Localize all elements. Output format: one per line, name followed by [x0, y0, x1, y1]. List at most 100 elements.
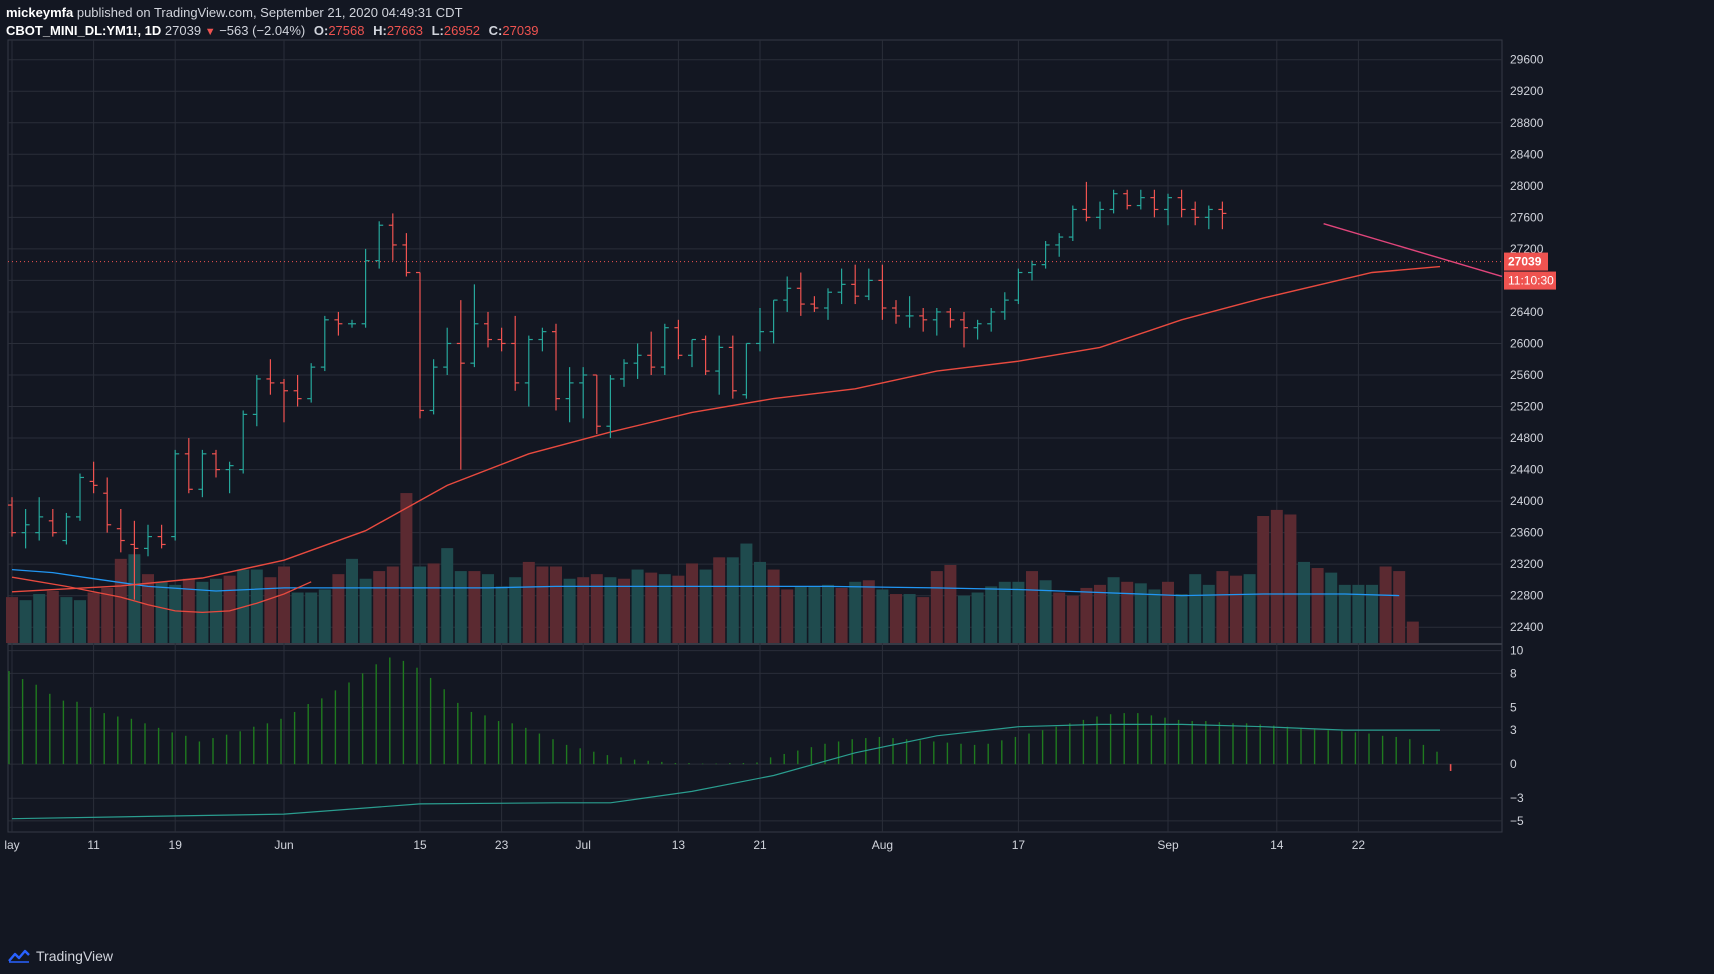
volume-bar: [822, 584, 834, 643]
price-tick-label: 26400: [1510, 305, 1544, 319]
price-tick-label: 25200: [1510, 400, 1544, 414]
volume-bar: [849, 581, 862, 643]
high-value: 27663: [386, 23, 423, 38]
volume-bar: [250, 569, 263, 643]
price-tick-label: 24000: [1510, 494, 1544, 508]
date-tick-label: 23: [495, 838, 509, 852]
volume-bar: [1393, 571, 1406, 643]
osc-tick-label: 3: [1510, 723, 1517, 737]
ohlc-bar: [443, 327, 452, 375]
ohlc-bar: [116, 509, 125, 553]
ohlc-bar: [212, 449, 220, 478]
volume-bar: [862, 580, 875, 643]
volume-bar: [87, 592, 100, 643]
volume-bar: [1202, 584, 1215, 643]
ohlc-bar: [375, 221, 384, 269]
volume-bar: [468, 571, 481, 643]
volume-bar: [754, 561, 766, 643]
osc-tick-label: −5: [1510, 814, 1524, 828]
price-tick-label: 26000: [1510, 336, 1544, 350]
ohlc-bar: [456, 300, 465, 470]
volume-bar: [414, 566, 426, 643]
volume-bar: [182, 578, 195, 643]
volume-bar: [522, 561, 535, 643]
ohlc-bar: [592, 374, 601, 435]
volume-bar: [346, 558, 358, 643]
volume-bar: [278, 566, 290, 643]
author-name[interactable]: mickeymfa: [6, 5, 74, 20]
price-tick-label: 27200: [1510, 242, 1544, 256]
plot-frame: [7, 39, 1503, 833]
ohlc-bar: [932, 308, 941, 336]
volume-bar: [1053, 592, 1066, 643]
ohlc-bar: [1150, 189, 1159, 218]
date-tick-label: 21: [753, 838, 767, 852]
price-tick-label: 22800: [1510, 589, 1544, 603]
volume-bar: [686, 563, 698, 643]
ohlc-bar: [715, 335, 724, 395]
volume-bar: [876, 589, 889, 643]
ohlc-bar: [1055, 233, 1064, 257]
ohlc-bar: [62, 512, 71, 545]
ohlc-bar: [633, 343, 642, 379]
ohlc-bar: [266, 359, 275, 395]
volume-bar: [1230, 575, 1242, 643]
ohlc-bar: [402, 233, 411, 277]
volume-bar: [332, 574, 345, 643]
volume-bar: [1162, 581, 1174, 643]
volume-bar: [101, 587, 114, 643]
volume-bar: [944, 564, 957, 643]
ohlc-bar: [1028, 260, 1036, 281]
date-tick-label: Sep: [1157, 838, 1179, 852]
symbol-label[interactable]: CBOT_MINI_DL:YM1!, 1D: [6, 23, 162, 38]
axes: 22400 22800 23200 23600 24000 24400 24800 25200…: [4, 53, 1543, 852]
oscillator-pane: [8, 657, 1452, 820]
ohlc-bar: [878, 264, 887, 320]
ohlc-bar: [987, 308, 996, 332]
last-price-text: 27039: [1508, 255, 1542, 269]
ohlc-bar: [973, 319, 982, 340]
volume-bar: [1107, 577, 1120, 643]
volume-bar: [400, 493, 413, 643]
ohlc-bar: [783, 276, 792, 312]
osc-tick-label: 5: [1510, 700, 1517, 714]
close-label: C:: [488, 23, 503, 38]
date-tick-label: Jul: [576, 838, 591, 852]
volume-bar: [142, 574, 154, 643]
volume-bar: [645, 572, 658, 643]
volume-bar: [930, 571, 943, 643]
ohlc-bar: [688, 338, 696, 368]
volume-bar: [291, 592, 304, 643]
volume-bar: [441, 548, 454, 643]
volume-bar: [60, 597, 73, 643]
price-tick-label: 23600: [1510, 526, 1544, 540]
ohlc-bar: [1000, 292, 1009, 320]
ohlc-bar: [1123, 189, 1132, 210]
ohlc-bars: [8, 181, 1227, 600]
ohlc-bar: [35, 497, 44, 541]
ohlc-bar: [524, 335, 533, 407]
price-tick-label: 28000: [1510, 179, 1544, 193]
publish-info: published on TradingView.com, September …: [76, 5, 463, 20]
date-tick-label: 15: [413, 838, 427, 852]
date-tick-label: Aug: [872, 838, 893, 852]
ohlc-bar: [769, 299, 778, 344]
volume-bar: [237, 569, 250, 643]
ohlc-bar: [960, 311, 968, 348]
price-tick-label: 24800: [1510, 431, 1544, 445]
ohlc-bar: [701, 335, 710, 375]
ohlc-bar: [157, 524, 166, 549]
volume-bar: [577, 577, 590, 643]
price-tick-label: 27600: [1510, 210, 1544, 224]
ohlc-bar: [946, 308, 955, 328]
ohlc-line: CBOT_MINI_DL:YM1!, 1D 27039 ▼ −563 (−2.0…: [6, 22, 539, 41]
ohlc-bar: [1109, 189, 1118, 214]
countdown-text: 11:10:30: [1508, 274, 1554, 288]
volume-bar: [1284, 514, 1297, 643]
volume-bar: [1366, 584, 1378, 643]
ohlc-bar: [497, 327, 506, 352]
trendline[interactable]: [1323, 222, 1503, 278]
ohlc-bar: [1218, 201, 1227, 230]
volume-bar: [1175, 594, 1188, 643]
